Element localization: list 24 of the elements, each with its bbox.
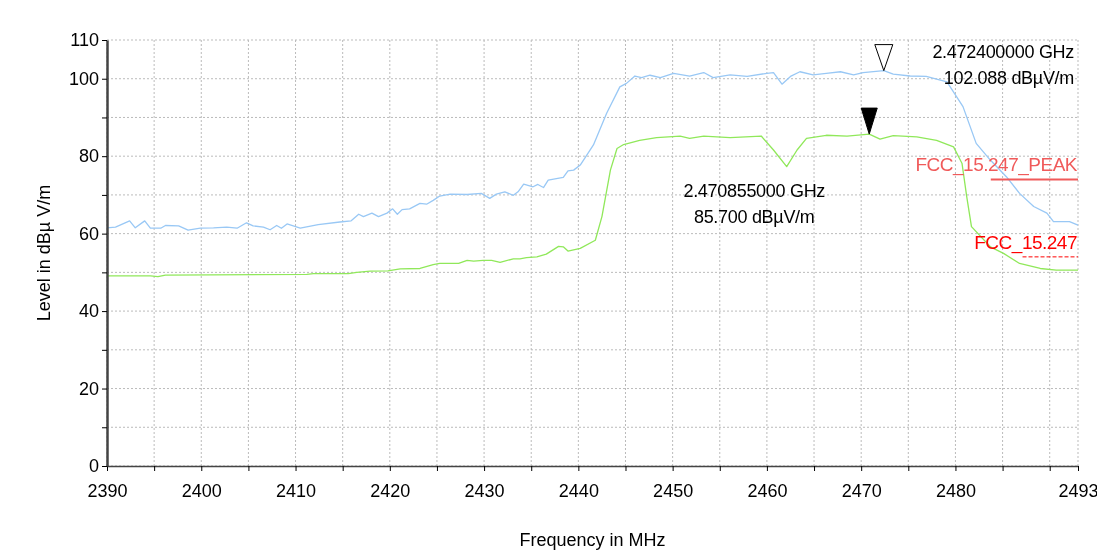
y-tick-label: 60 [78, 223, 99, 244]
annotation: 2.470855000 GHz 85.700 dBµV/m [683, 181, 826, 228]
y-tick-label: 110 [70, 30, 99, 51]
y-axis-title: Level in dBµ V/m [34, 184, 54, 322]
x-tick-label: 2410 [276, 481, 317, 502]
x-tick-label: 2420 [370, 481, 411, 502]
y-tick-label: 0 [88, 456, 99, 477]
x-tick-label: 2460 [747, 481, 788, 502]
x-tick-label: 2400 [181, 481, 222, 502]
y-tick-label: 80 [78, 146, 99, 167]
y-tick-label: 100 [68, 68, 99, 89]
x-tick-label: 2450 [653, 481, 694, 502]
x-tick-label: 2390 [87, 481, 128, 502]
x-tick-label: 2480 [935, 481, 976, 502]
x-tick-label: 2493 [1058, 481, 1097, 502]
y-tick-label: 40 [78, 301, 99, 322]
annotation: 2.472400000 GHz 102.088 dBµV/m [932, 41, 1075, 88]
line-series [106, 133, 1079, 278]
x-axis-title: Frequency in MHz [519, 530, 666, 550]
line-series [106, 69, 1079, 231]
x-tick-label: 2440 [558, 481, 599, 502]
y-tick-label: 20 [78, 378, 99, 399]
x-tick-label: 2430 [464, 481, 505, 502]
x-tick-label: 2470 [841, 481, 882, 502]
